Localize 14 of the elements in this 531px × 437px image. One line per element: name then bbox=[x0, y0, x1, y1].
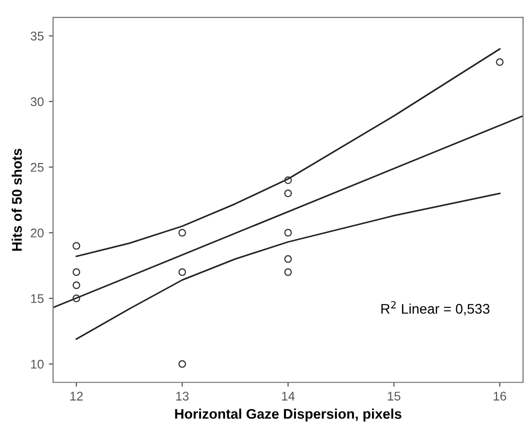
x-tick-label: 13 bbox=[176, 392, 189, 401]
x-tick-label: 15 bbox=[388, 392, 400, 401]
y-tick-label: 20 bbox=[30, 228, 44, 238]
y-tick-label: 30 bbox=[30, 97, 44, 106]
y-tick-label: 35 bbox=[30, 32, 44, 41]
y-tick-label: 25 bbox=[30, 162, 44, 172]
x-tick-label: 14 bbox=[282, 392, 295, 400]
x-tick-label: 12 bbox=[70, 392, 83, 400]
y-tick-label: 15 bbox=[31, 294, 44, 304]
y-axis-title: Hits of 50 shots bbox=[12, 148, 22, 251]
annotation: R$^{2}$ Linear = 0,533 bbox=[381, 301, 490, 316]
x-axis-title: Horizontal Gaze Dispersion, pixels bbox=[175, 408, 402, 422]
y-tick-label: 10 bbox=[31, 360, 44, 369]
x-tick-label: 16 bbox=[494, 392, 506, 401]
